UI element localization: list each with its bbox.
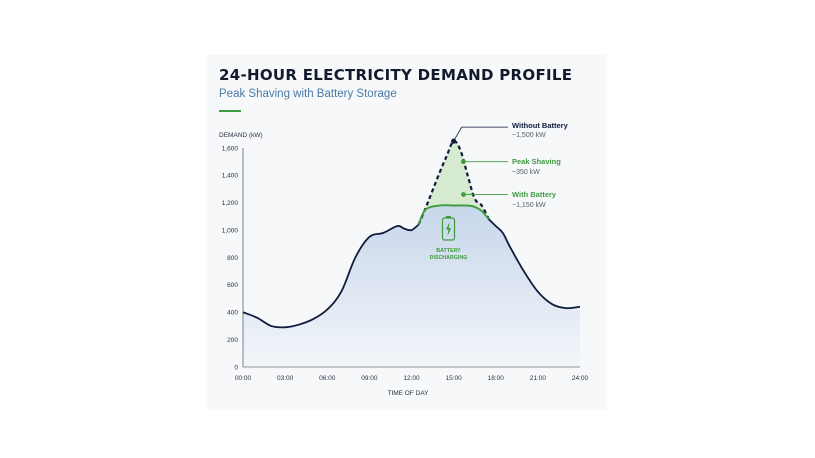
- battery-body: [441, 217, 456, 241]
- demand-line: [242, 218, 581, 329]
- y-tick-label: 600: [227, 282, 238, 289]
- annotation-without-battery-title: Without Battery: [512, 121, 569, 130]
- battery-icon: [441, 216, 456, 241]
- with-battery-line: [417, 204, 490, 226]
- chart-subtitle: Peak Shaving with Battery Storage: [219, 88, 397, 100]
- peak-shaving-area: [418, 141, 489, 225]
- demand-area: [243, 205, 580, 367]
- y-tick-label: 1,200: [222, 200, 239, 207]
- y-tick-label: 1,400: [222, 173, 239, 180]
- lightning-bolt-icon: [445, 222, 452, 236]
- without-battery-leader: [453, 126, 508, 142]
- peak-shaving-marker: [461, 159, 466, 165]
- x-tick-label: 18:00: [488, 375, 505, 382]
- title-accent-bar: [219, 110, 241, 112]
- x-tick-label: 12:00: [403, 375, 420, 382]
- with-battery-marker: [461, 192, 466, 197]
- x-tick-label: 21:00: [530, 375, 547, 382]
- x-tick-label: 24:00: [572, 375, 589, 382]
- annotation-with-battery-title: With Battery: [512, 190, 557, 199]
- annotation-peak-shaving-title: Peak Shaving: [512, 157, 561, 166]
- battery-label-line2: DISCHARGING: [430, 255, 468, 261]
- y-tick-label: 1,000: [222, 227, 239, 234]
- y-axis-ticks: 0 200 400 600 800 1,000 1,200 1,400 1,600: [222, 145, 239, 371]
- annotations: [451, 126, 508, 197]
- y-axis-label: DEMAND (kW): [219, 132, 263, 139]
- x-tick-label: 09:00: [361, 375, 378, 382]
- annotation-without-battery-value: ~1,500 kW: [512, 132, 546, 139]
- annotation-peak-shaving-value: ~350 kW: [512, 169, 540, 176]
- y-tick-label: 400: [227, 310, 238, 317]
- x-tick-label: 03:00: [277, 375, 294, 382]
- without-battery-line: [417, 139, 490, 226]
- x-tick-label: 15:00: [445, 375, 462, 382]
- y-tick-label: 1,600: [222, 145, 239, 152]
- annotation-with-battery-value: ~1,150 kW: [512, 202, 546, 209]
- y-tick-label: 200: [227, 337, 238, 344]
- x-axis-label: TIME OF DAY: [387, 390, 429, 397]
- y-tick-label: 800: [227, 255, 238, 262]
- battery-label-line1: BATTERY: [436, 248, 461, 254]
- chart-title: 24-HOUR ELECTRICITY DEMAND PROFILE: [219, 66, 573, 84]
- x-tick-label: 06:00: [319, 375, 336, 382]
- y-tick-label: 0: [234, 364, 238, 371]
- without-battery-marker: [451, 138, 457, 144]
- x-axis-ticks: 00:00 03:00 06:00 09:00 12:00 15:00 18:00 21:00…: [235, 375, 589, 382]
- x-tick-label: 00:00: [235, 375, 252, 382]
